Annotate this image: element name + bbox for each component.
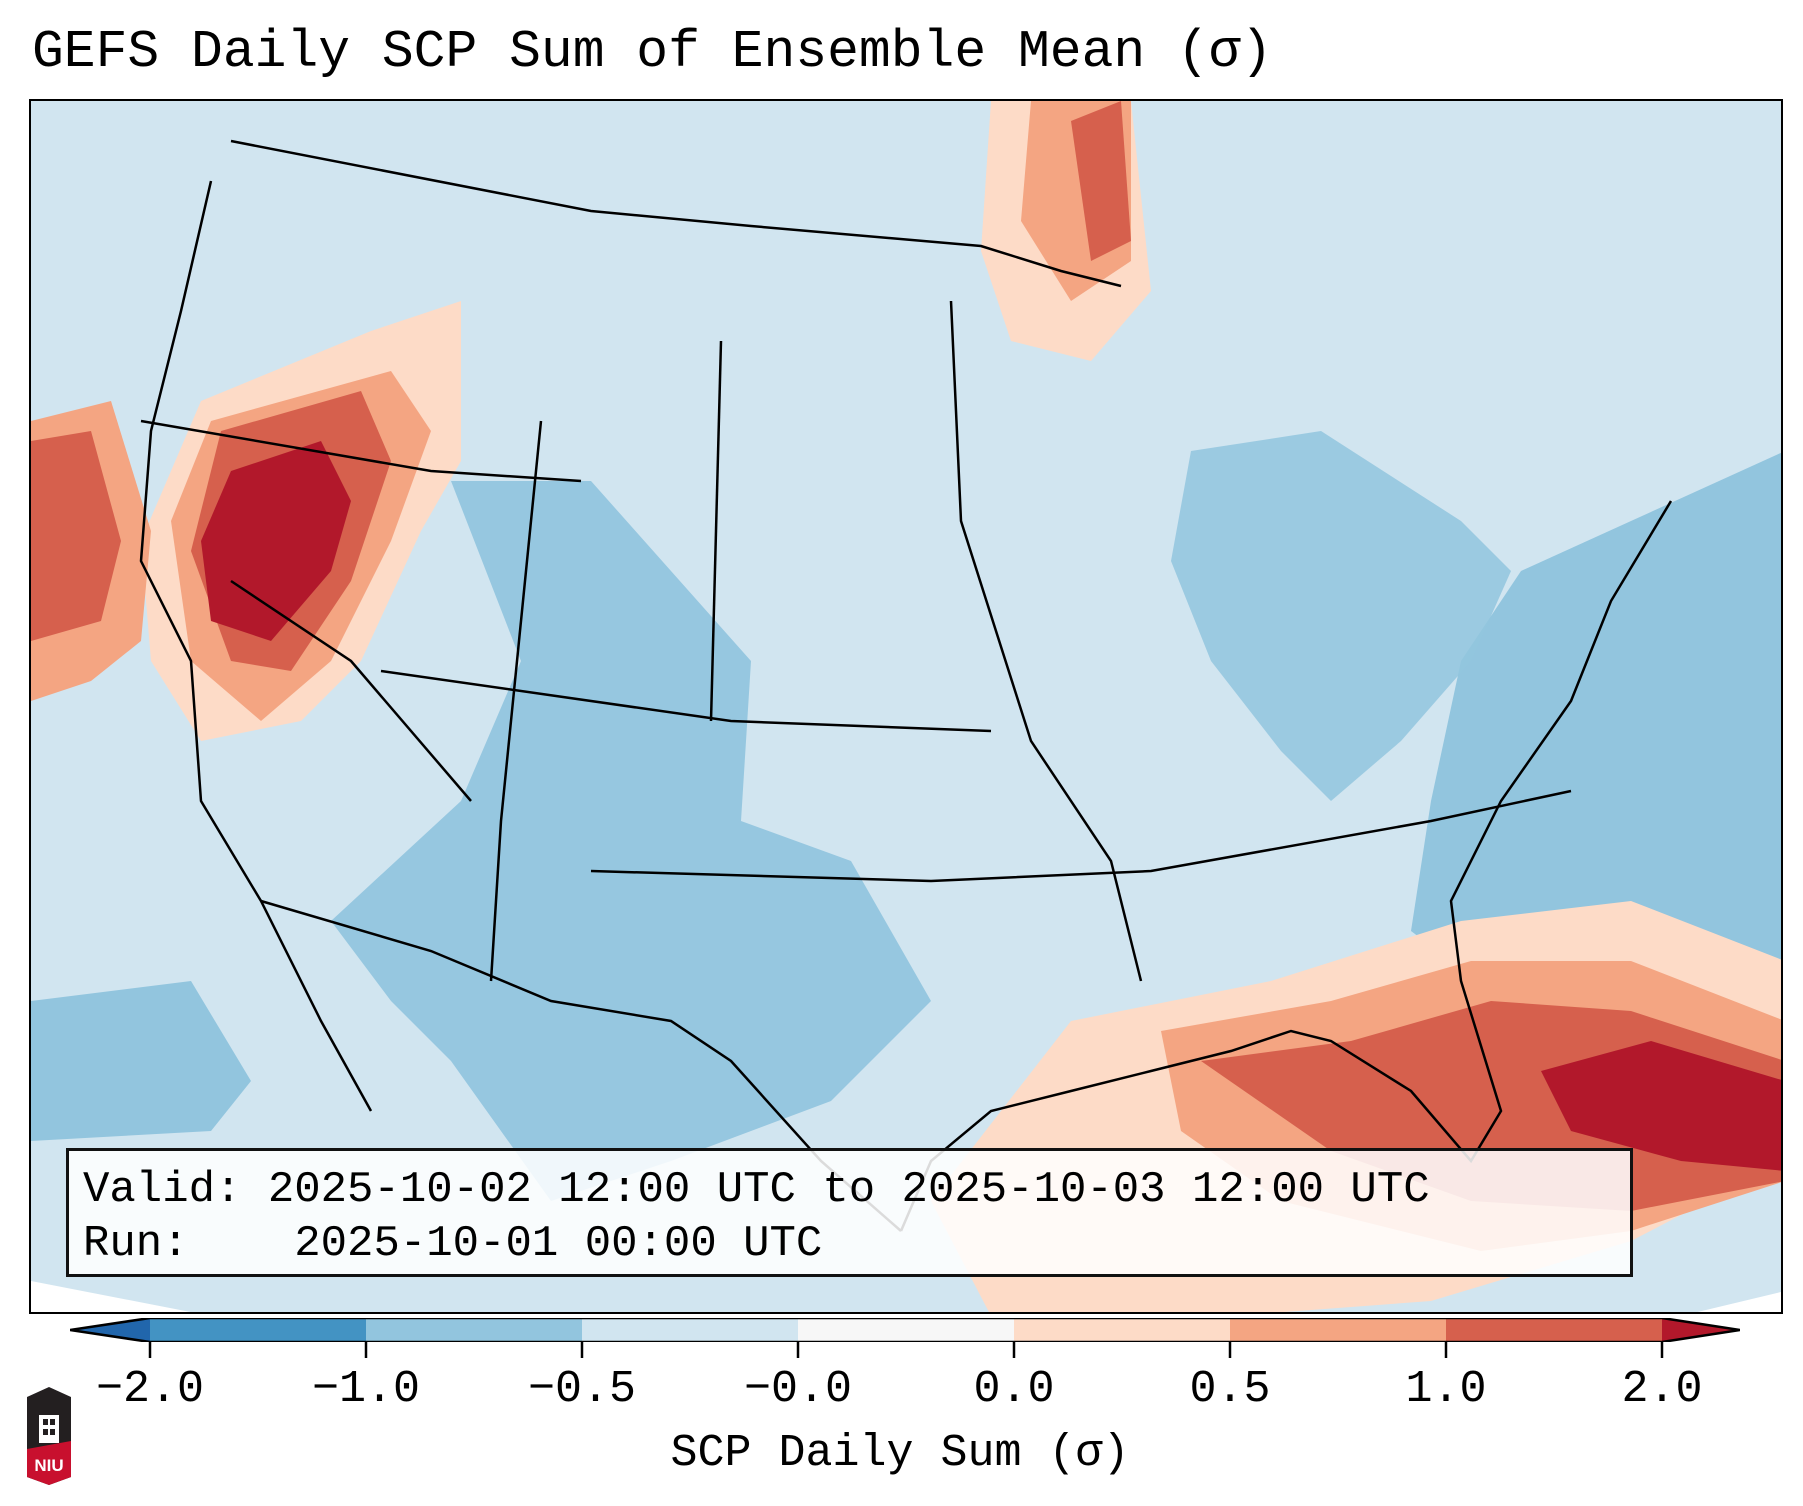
colorbar-extend-high — [1662, 1318, 1740, 1342]
niu-logo: NIU — [27, 1387, 71, 1485]
colorbar-bin-2 — [366, 1318, 582, 1342]
canada-anomaly-strong — [1071, 101, 1131, 261]
rockies-border — [489, 420, 543, 982]
bahamas-anomaly-max — [1541, 1041, 1781, 1171]
tick-label: 0.5 — [1189, 1364, 1271, 1415]
run-value: 2025-10-01 00:00 UTC — [294, 1219, 823, 1269]
oregon-nevada-border — [140, 419, 582, 483]
projection-edge-right — [1697, 1291, 1781, 1312]
colorbar-bin-3 — [582, 1318, 798, 1342]
mississippi-border — [949, 300, 1143, 982]
tick-label: 2.0 — [1621, 1364, 1703, 1415]
tick-label: −2.0 — [95, 1364, 205, 1415]
logo-text: NIU — [34, 1456, 63, 1475]
valid-value: 2025-10-02 12:00 UTC to 2025-10-03 12:00… — [267, 1165, 1430, 1215]
pacific-anomaly-field — [31, 981, 251, 1141]
southern-tier-border — [590, 789, 1572, 883]
colorbar-bin-5 — [1014, 1318, 1230, 1342]
atlantic-anomaly-field — [1411, 452, 1781, 981]
southwest-anomaly-field — [331, 481, 931, 1201]
colorbar-extend-low — [70, 1318, 150, 1342]
colorbar-bin-4 — [798, 1318, 1014, 1342]
run-label: Run: — [83, 1219, 189, 1269]
colorbar-bin-1 — [150, 1318, 366, 1342]
tick-label: −0.5 — [527, 1364, 637, 1415]
state-boundaries — [139, 139, 1673, 1232]
central-border — [380, 669, 992, 733]
plains-border — [709, 340, 723, 722]
chart-title: GEFS Daily SCP Sum of Ensemble Mean (σ) — [32, 22, 1273, 82]
tick-label: −0.0 — [743, 1364, 853, 1415]
valid-label: Valid: — [83, 1165, 242, 1215]
projection-edge — [31, 1281, 191, 1312]
validity-info-box: Valid: 2025-10-02 12:00 UTC to 2025-10-0… — [66, 1148, 1633, 1277]
colorbar-label: SCP Daily Sum (σ) — [670, 1428, 1130, 1479]
west-coast-line — [139, 180, 373, 1112]
pacific-offshore-anomaly-strong — [31, 431, 121, 641]
tower-icon — [39, 1415, 59, 1443]
tick-label: −1.0 — [311, 1364, 421, 1415]
colorbar-bin-7 — [1446, 1318, 1662, 1342]
nevada-california-border — [230, 579, 472, 802]
tick-label: 1.0 — [1405, 1364, 1487, 1415]
great-lakes-anomaly-field — [1171, 431, 1511, 801]
colorbar-ticks — [148, 1342, 1664, 1358]
colorbar — [70, 1318, 1740, 1342]
map-panel — [29, 99, 1783, 1314]
map-canvas — [31, 101, 1781, 1312]
tick-label: 0.0 — [973, 1364, 1055, 1415]
canada-border-line — [230, 139, 1122, 288]
colorbar-bin-6 — [1230, 1318, 1446, 1342]
northwest-anomaly-max — [201, 441, 351, 641]
gulf-coast-line — [899, 500, 1673, 1232]
